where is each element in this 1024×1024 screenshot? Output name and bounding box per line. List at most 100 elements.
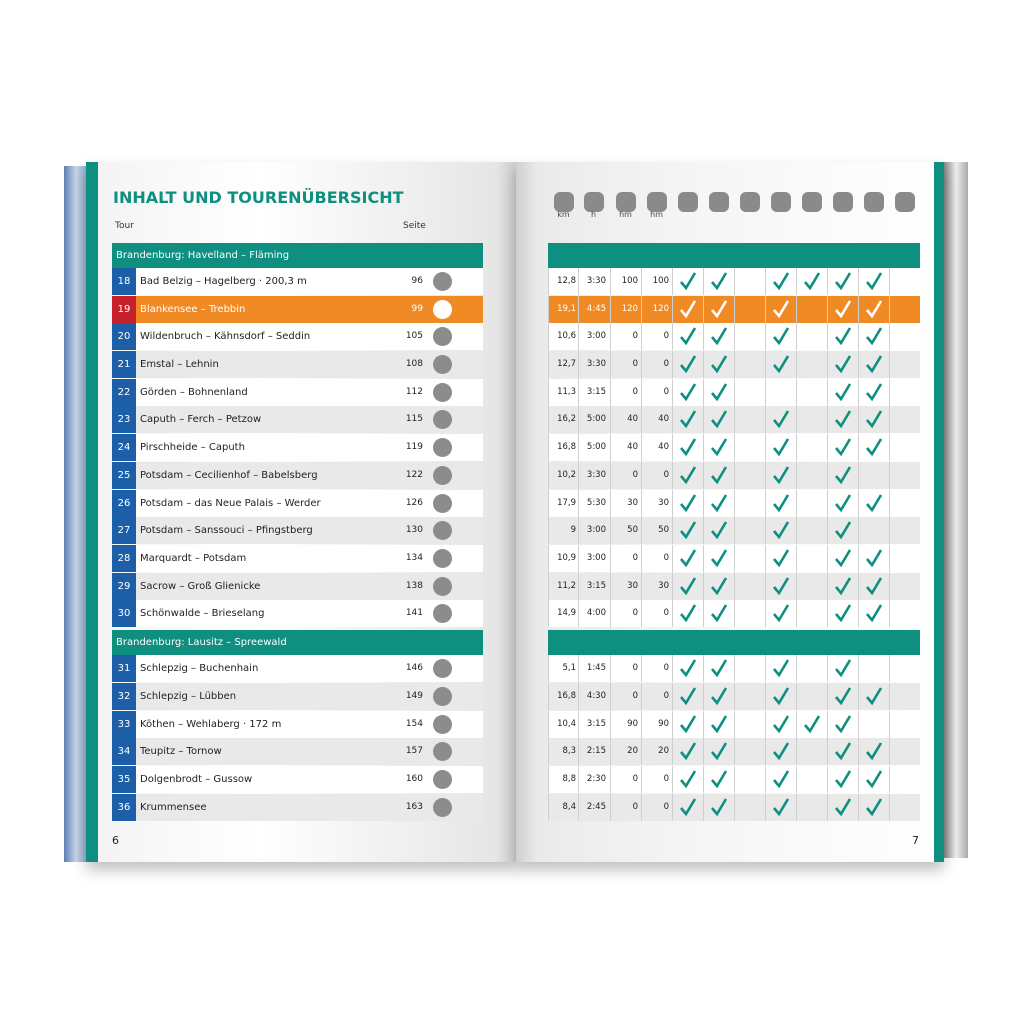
cell-divider <box>827 268 828 295</box>
check <box>866 577 883 596</box>
cell-divider <box>610 434 611 461</box>
check <box>773 715 790 734</box>
cell-divider <box>610 711 611 738</box>
cell-divider <box>610 738 611 765</box>
cell-divider <box>889 406 890 433</box>
check <box>711 300 728 319</box>
tour-down: 30 <box>658 498 669 508</box>
check <box>804 272 821 291</box>
cell-divider <box>672 351 673 378</box>
check <box>835 798 852 817</box>
cell-divider <box>858 434 859 461</box>
tour-up: 0 <box>632 553 638 563</box>
row-bg <box>112 351 483 378</box>
check <box>835 494 852 513</box>
tour-name: Sacrow – Groß Glienicke <box>140 581 261 592</box>
cell-divider <box>765 517 766 544</box>
check-mark <box>773 327 790 346</box>
cell-divider <box>703 711 704 738</box>
row-bg <box>112 683 483 710</box>
tour-name: Blankensee – Trebbin <box>140 304 246 315</box>
check-mark <box>711 327 728 346</box>
check <box>866 494 883 513</box>
cell-divider <box>858 517 859 544</box>
row-bg <box>112 379 483 406</box>
row-icon <box>433 300 452 319</box>
cell-divider <box>889 490 890 517</box>
row-bg <box>112 655 483 682</box>
cell-divider <box>889 379 890 406</box>
check-mark <box>773 521 790 540</box>
row-bg <box>112 434 483 461</box>
cell-divider <box>765 683 766 710</box>
cell-divider <box>610 655 611 682</box>
cell-divider <box>734 794 735 821</box>
check <box>773 604 790 623</box>
cell-divider <box>672 323 673 350</box>
tour-km: 19,1 <box>557 304 576 314</box>
check <box>773 798 790 817</box>
tour-number: 21 <box>112 351 136 378</box>
tour-name: Potsdam – das Neue Palais – Werder <box>140 498 321 509</box>
check-mark <box>866 742 883 761</box>
cell-divider <box>641 323 642 350</box>
tour-time: 3:15 <box>586 581 606 591</box>
tour-km: 12,7 <box>557 359 576 369</box>
check-mark <box>680 742 697 761</box>
cell-divider <box>858 351 859 378</box>
tour-page: 108 <box>405 359 423 369</box>
tour-number: 29 <box>112 573 136 600</box>
check <box>866 687 883 706</box>
check <box>866 300 883 319</box>
cell-divider <box>548 655 549 682</box>
check <box>835 272 852 291</box>
cell-divider <box>672 379 673 406</box>
check <box>680 687 697 706</box>
check-mark <box>866 687 883 706</box>
check <box>866 604 883 623</box>
check-mark <box>773 272 790 291</box>
row-icon <box>433 410 452 429</box>
check-mark <box>711 521 728 540</box>
cell-divider <box>796 738 797 765</box>
cell-divider <box>578 683 579 710</box>
book-edge-left <box>64 166 88 862</box>
cell-divider <box>672 711 673 738</box>
cell-divider <box>578 406 579 433</box>
unit-label: h <box>590 210 597 219</box>
cell-divider <box>610 323 611 350</box>
cell-divider <box>858 406 859 433</box>
cell-divider <box>858 600 859 627</box>
unit-label: km <box>557 210 570 219</box>
check-mark <box>773 604 790 623</box>
tour-name: Potsdam – Sanssouci – Pfingstberg <box>140 525 313 536</box>
cell-divider <box>734 738 735 765</box>
row-icon <box>433 438 452 457</box>
tour-name: Schlepzig – Lübben <box>140 691 237 702</box>
check-mark <box>711 742 728 761</box>
cell-divider <box>796 351 797 378</box>
tour-km: 14,9 <box>557 608 576 618</box>
cell-divider <box>765 434 766 461</box>
check-mark <box>680 687 697 706</box>
cell-divider <box>641 766 642 793</box>
row-icon <box>433 577 452 596</box>
cell-divider <box>796 545 797 572</box>
cell-divider <box>703 296 704 323</box>
tour-name: Bad Belzig – Hagelberg · 200,3 m <box>140 276 307 287</box>
cell-divider <box>703 738 704 765</box>
check-mark <box>711 272 728 291</box>
tour-up: 0 <box>632 331 638 341</box>
row-bg <box>112 268 483 295</box>
tour-up: 40 <box>627 414 638 424</box>
check-mark <box>711 355 728 374</box>
check <box>680 383 697 402</box>
check <box>835 715 852 734</box>
cell-divider <box>548 490 549 517</box>
tour-up: 40 <box>627 442 638 452</box>
header-icon <box>616 192 636 212</box>
cell-divider <box>672 268 673 295</box>
check-mark <box>680 549 697 568</box>
check-mark <box>680 577 697 596</box>
header-icon <box>771 192 791 212</box>
